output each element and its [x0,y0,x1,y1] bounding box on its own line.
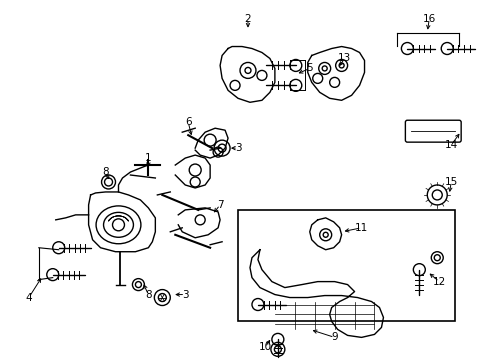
Text: 14: 14 [444,140,458,150]
Text: 5: 5 [306,63,313,73]
Text: 4: 4 [25,293,32,302]
Text: 8: 8 [145,289,152,300]
Text: 7: 7 [217,200,223,210]
Text: 8: 8 [102,167,109,177]
Text: 11: 11 [355,223,368,233]
Text: 3: 3 [182,289,189,300]
Text: 3: 3 [235,143,242,153]
Text: 15: 15 [444,177,458,187]
Text: 1: 1 [145,153,152,163]
Text: 2: 2 [245,14,251,24]
Text: 16: 16 [423,14,436,24]
Text: 6: 6 [185,117,192,127]
Text: 9: 9 [331,332,338,342]
Text: 12: 12 [433,276,446,287]
Bar [238,210,455,321]
Text: 10: 10 [258,342,271,352]
Text: 13: 13 [338,54,351,63]
